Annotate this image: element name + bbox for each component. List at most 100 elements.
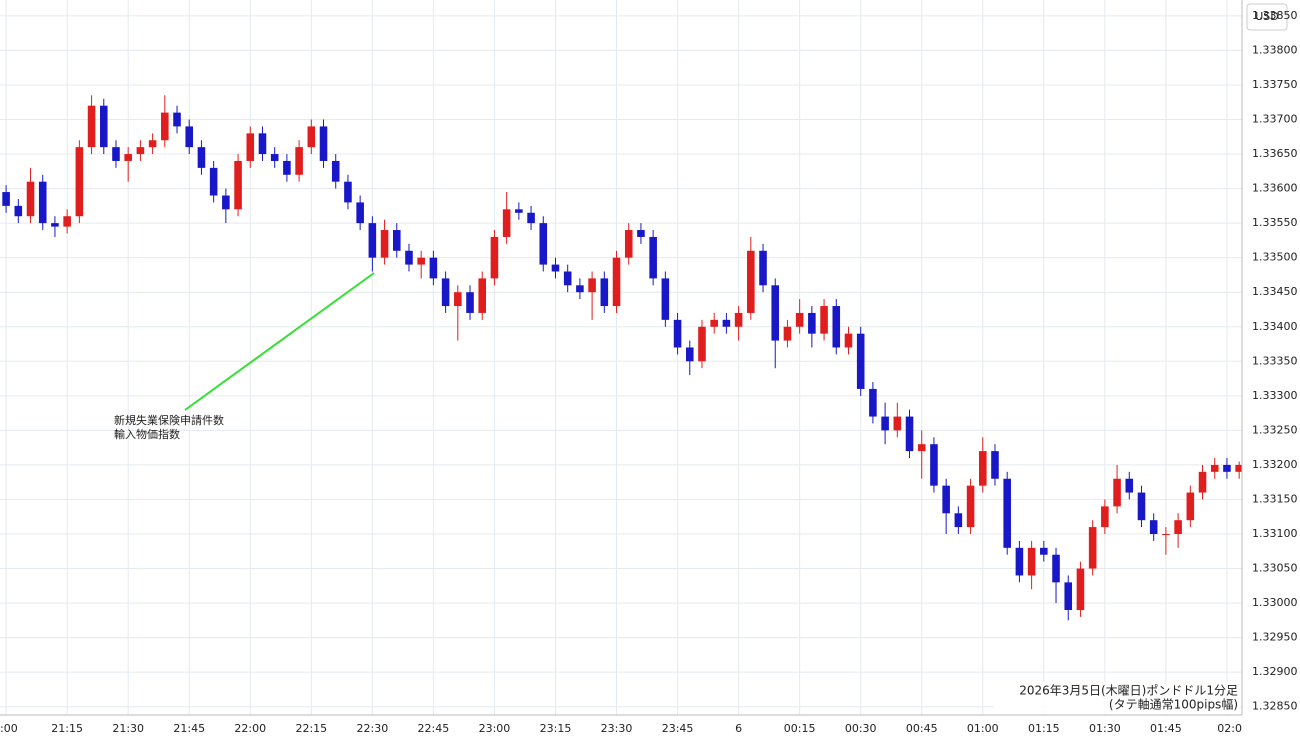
candle-body xyxy=(258,133,267,155)
candle-body xyxy=(1027,547,1036,576)
candle-body xyxy=(808,312,816,334)
candle-body xyxy=(1088,527,1097,569)
candle-body xyxy=(478,278,487,313)
candle-body xyxy=(1186,492,1195,521)
candle-body xyxy=(124,154,132,161)
y-tick-label: 1.33700 xyxy=(1252,113,1298,126)
candle-body xyxy=(1198,471,1207,493)
x-tick-label: 01:00 xyxy=(967,722,999,735)
candle-body xyxy=(1015,547,1024,576)
candle-body xyxy=(783,326,792,341)
candle-body xyxy=(1125,478,1134,493)
candle-body xyxy=(51,223,59,227)
x-tick-label: 01:15 xyxy=(1028,722,1060,735)
candle-body xyxy=(869,388,877,417)
candle-body xyxy=(734,312,743,327)
candle-body xyxy=(612,257,621,307)
candle-body xyxy=(856,333,865,389)
x-tick-label: 22:15 xyxy=(295,722,327,735)
candle-body xyxy=(1162,534,1170,536)
candle-body xyxy=(1223,464,1231,472)
candle-body xyxy=(368,223,377,258)
y-tick-label: 1.33850 xyxy=(1252,9,1298,22)
x-tick-label: 21:15 xyxy=(51,722,83,735)
y-tick-label: 1.33600 xyxy=(1252,182,1298,195)
y-tick-label: 1.33800 xyxy=(1252,43,1298,56)
candle-body xyxy=(502,209,511,237)
candle-body xyxy=(515,209,523,213)
price-axis-panel xyxy=(1242,0,1300,745)
candle-body xyxy=(539,223,548,265)
candle-body xyxy=(991,451,999,479)
y-tick-label: 1.32900 xyxy=(1252,665,1298,678)
candle-body xyxy=(380,230,389,258)
candle-body xyxy=(1137,492,1146,521)
x-tick-label: 22:30 xyxy=(357,722,389,735)
candle-body xyxy=(747,250,755,313)
candle-body xyxy=(1174,520,1182,535)
candle-body xyxy=(1076,568,1085,610)
candle-body xyxy=(1101,506,1109,528)
candle-body xyxy=(710,319,718,327)
candle-body xyxy=(661,278,670,320)
x-tick-label: 21:45 xyxy=(173,722,205,735)
candles xyxy=(2,95,1243,621)
candle-body xyxy=(917,444,926,452)
candle-body xyxy=(185,126,194,148)
candle-body xyxy=(454,292,462,307)
candle-body xyxy=(588,278,596,293)
x-tick-label: 22:00 xyxy=(234,722,266,735)
candle-body xyxy=(148,140,157,148)
candle-body xyxy=(1040,547,1048,555)
y-tick-label: 1.33750 xyxy=(1252,78,1298,91)
x-tick-label: 23:30 xyxy=(601,722,633,735)
x-tick-label: 00:15 xyxy=(784,722,816,735)
x-tick-label: 01:45 xyxy=(1150,722,1182,735)
y-tick-label: 1.33200 xyxy=(1252,458,1298,471)
note: (タテ軸通常100pips幅) xyxy=(1109,697,1238,712)
candle-body xyxy=(942,485,950,514)
candle-body xyxy=(38,181,47,224)
candle-body xyxy=(893,416,902,431)
candle-body xyxy=(75,147,84,217)
candle-body xyxy=(417,257,425,265)
candle-body xyxy=(637,230,645,237)
candle-body xyxy=(795,312,804,327)
candle-body xyxy=(954,513,963,528)
y-tick-label: 1.33100 xyxy=(1252,527,1298,540)
candle-body xyxy=(222,195,230,210)
candle-body xyxy=(930,444,938,486)
candle-body xyxy=(576,285,584,293)
candle-body xyxy=(624,230,633,258)
candle-body xyxy=(405,250,413,265)
candle-body xyxy=(1210,464,1219,472)
grid xyxy=(0,0,1242,715)
candle-body xyxy=(295,147,303,175)
y-tick-label: 1.32950 xyxy=(1252,631,1298,644)
candle-body xyxy=(2,192,10,206)
candle-body xyxy=(319,126,328,161)
currency-box xyxy=(1246,3,1288,31)
candle-body xyxy=(136,147,145,155)
candle-body xyxy=(441,278,450,307)
x-tick-label: 23:00 xyxy=(479,722,511,735)
candle-body xyxy=(820,306,828,334)
candle-body xyxy=(344,181,352,203)
y-tick-label: 1.33150 xyxy=(1252,492,1298,505)
y-tick-label: 1.33250 xyxy=(1252,423,1298,436)
candle-body xyxy=(270,154,279,161)
candle-body xyxy=(173,112,181,127)
y-tick-label: 1.32850 xyxy=(1252,700,1298,713)
candle-body xyxy=(563,271,572,286)
candle-body xyxy=(1052,554,1060,583)
candle-body xyxy=(234,160,242,210)
candle-body xyxy=(698,326,706,362)
candle-body xyxy=(331,160,340,182)
candle-body xyxy=(466,292,474,313)
y-tick-label: 1.33300 xyxy=(1252,389,1298,402)
candle-body xyxy=(197,147,206,168)
x-tick-label: 00:45 xyxy=(906,722,938,735)
annotation-text: 輸入物価指数 xyxy=(114,427,180,441)
candle-body xyxy=(527,212,535,224)
